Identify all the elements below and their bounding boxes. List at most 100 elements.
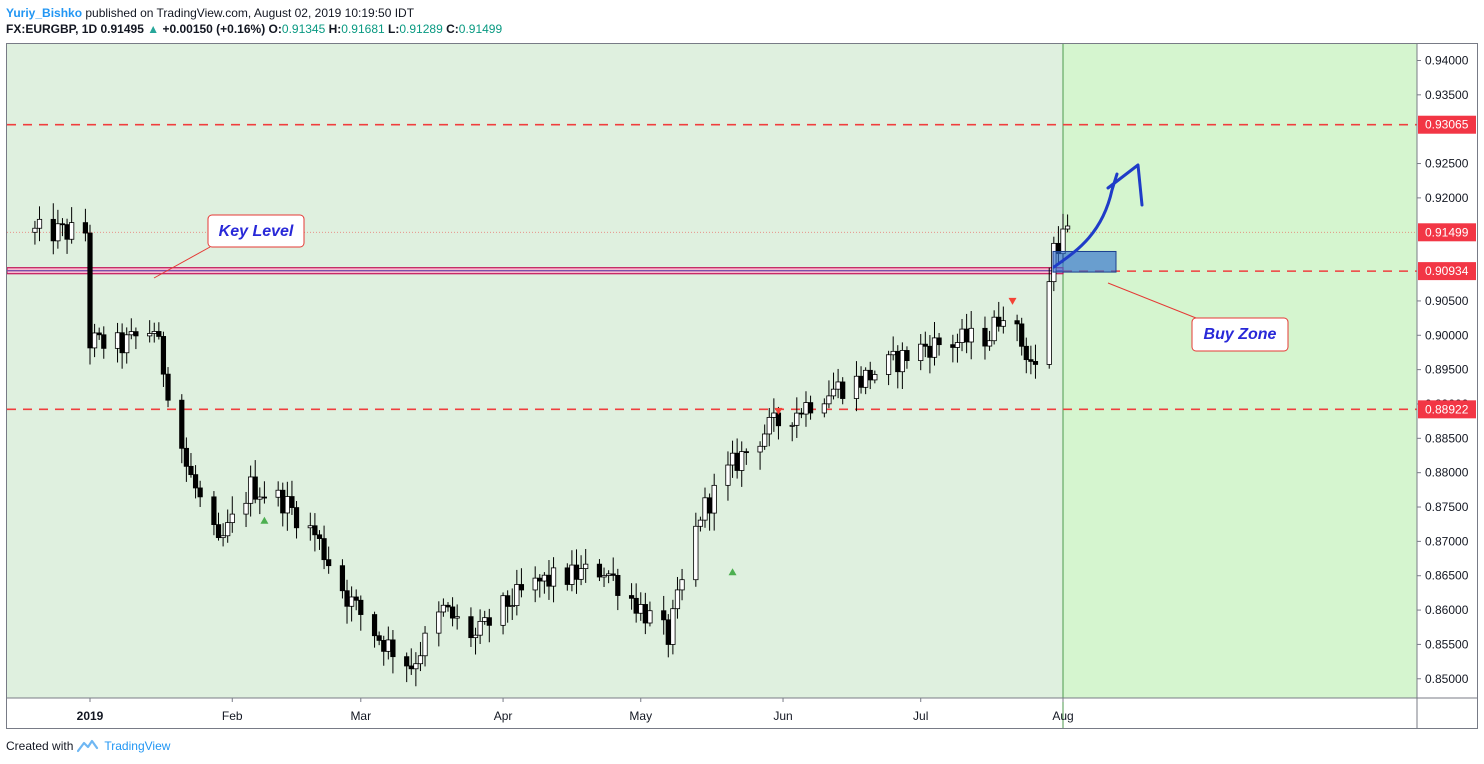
candle-up [1064,225,1071,230]
candle-down [64,224,70,240]
candle-down [596,563,603,578]
candle-up [702,497,708,521]
price-badge-bg [1418,262,1476,281]
candle-up [550,567,557,587]
candle-up [284,496,290,514]
future-area-background [1063,44,1417,698]
candle-down [486,617,492,626]
candle-up [830,388,837,397]
candle-down [743,451,749,454]
candle-down [775,412,782,427]
candle-down [252,476,258,500]
candle-up [1000,320,1006,327]
candle-up [954,342,961,348]
candle-up [991,316,997,342]
candle-up [762,433,768,447]
candle-up [771,412,777,418]
candle-up [647,610,653,624]
up-signal-marker [728,568,737,576]
price-badge-bg [1418,115,1476,134]
candle-up [532,577,538,591]
author-name[interactable]: Yuriy_Bishko [6,6,83,20]
time-tick-label: Apr [494,709,513,723]
price-tick-label: 0.88000 [1425,466,1469,480]
candle-up [243,502,249,515]
candle-up [679,579,685,591]
candle-up [114,332,121,349]
price-change: +0.00150 (+0.16%) [162,22,266,36]
candle-down [1014,320,1020,325]
candle-down [156,331,162,337]
candle-up [440,604,447,613]
created-with-text: Created with [6,739,74,753]
candle-up [693,525,699,581]
candle-up [578,568,584,580]
candle-up [794,412,800,426]
candle-up [436,611,442,634]
candle-up [55,223,61,242]
arrow-drawing[interactable] [1052,163,1144,269]
candle-up [229,513,235,524]
candle-down [404,656,410,667]
time-tick-label: Jun [773,709,792,723]
candle-up [711,484,717,514]
candle-up [918,343,924,362]
candle-down [505,595,511,607]
candle-up [220,535,226,539]
buy-zone-callout-box[interactable] [1191,317,1289,352]
candle-up [606,573,612,576]
candle-down [183,447,189,467]
symbol-label: FX:EURGBP, 1D [6,22,98,36]
ohlc-line: FX:EURGBP, 1D 0.91495 ▲ +0.00150 (+0.16%… [6,21,502,37]
candle-up [757,445,763,453]
candle-down [321,538,327,561]
candle-down [633,597,639,614]
candle-up [853,375,860,399]
candle-down [188,465,194,476]
candle-down [610,573,616,576]
candle-down [353,596,359,601]
chart-frame[interactable]: Key Level Buy Zone 0.94000 0.93500 0.92500… [6,43,1478,729]
key-level-label: Key Level [219,223,294,240]
candle-up [1060,228,1066,255]
close-label: C: [446,22,459,36]
buy-zone-callout[interactable]: Buy Zone [1191,317,1289,352]
candle-up [959,328,965,343]
candle-down [197,487,203,498]
time-tick-label: Jul [913,709,928,723]
candle-down [546,574,552,587]
key-level-callout[interactable]: Key Level [207,214,305,248]
time-axis[interactable]: 2019 Feb Mar Apr May Jun Jul Aug [77,698,1074,723]
candle-down [665,619,671,645]
candle-up [835,381,841,390]
candle-down [215,524,222,539]
candle-down [706,497,713,514]
candle-up [275,489,281,498]
tradingview-brand[interactable]: TradingView [104,739,171,753]
candle-down [537,577,543,582]
time-tick-label: May [629,709,652,723]
candle-up [569,564,575,585]
candle-up [899,350,905,373]
candle-down [950,344,956,348]
price-badge-bg [1418,400,1476,419]
candle-up [472,634,479,639]
chart-canvas[interactable]: Key Level Buy Zone 0.94000 0.93500 0.92500… [6,44,1477,728]
candle-up [124,334,130,354]
candle-down [376,635,382,641]
price-scale[interactable] [1417,44,1477,698]
key-level-callout-box[interactable] [207,214,305,248]
candle-down [371,614,378,637]
time-tick-label: 2019 [77,709,104,723]
candles [32,203,1071,687]
candle-down [179,399,185,449]
candle-down [798,412,804,415]
candle-down [339,565,346,592]
candle-down [165,373,171,401]
publish-line: Yuriy_Bishko published on TradingView.co… [6,5,502,21]
candle-up [739,451,745,471]
price-badges: 0.93065 0.91499 0.90934 0.88922 [1418,115,1476,419]
candle-down [160,336,167,375]
price-tick-label: 0.90500 [1425,294,1469,308]
candle-up [601,575,607,578]
